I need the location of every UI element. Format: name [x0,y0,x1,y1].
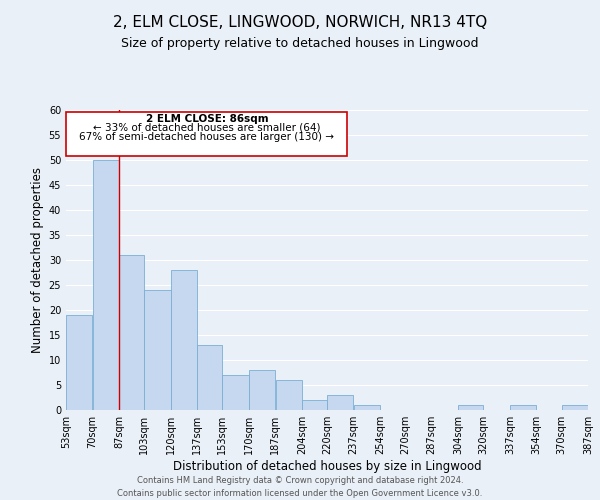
Bar [171,270,197,410]
Bar [562,405,588,410]
Bar [223,375,249,410]
Bar [93,160,119,410]
Bar [144,290,170,410]
Bar [458,405,483,410]
Bar [327,395,353,410]
Bar [354,405,380,410]
Text: 2, ELM CLOSE, LINGWOOD, NORWICH, NR13 4TQ: 2, ELM CLOSE, LINGWOOD, NORWICH, NR13 4T… [113,15,487,30]
Bar [302,400,327,410]
X-axis label: Distribution of detached houses by size in Lingwood: Distribution of detached houses by size … [173,460,481,473]
Bar [510,405,536,410]
Bar [275,380,302,410]
FancyBboxPatch shape [67,112,347,156]
Bar [197,345,222,410]
Text: 2 ELM CLOSE: 86sqm: 2 ELM CLOSE: 86sqm [146,114,268,124]
Bar [119,255,144,410]
Text: Size of property relative to detached houses in Lingwood: Size of property relative to detached ho… [121,38,479,51]
Bar [66,315,92,410]
Text: Contains HM Land Registry data © Crown copyright and database right 2024.
Contai: Contains HM Land Registry data © Crown c… [118,476,482,498]
Text: 67% of semi-detached houses are larger (130) →: 67% of semi-detached houses are larger (… [79,132,334,142]
Text: ← 33% of detached houses are smaller (64): ← 33% of detached houses are smaller (64… [93,123,320,133]
Y-axis label: Number of detached properties: Number of detached properties [31,167,44,353]
Bar [249,370,275,410]
